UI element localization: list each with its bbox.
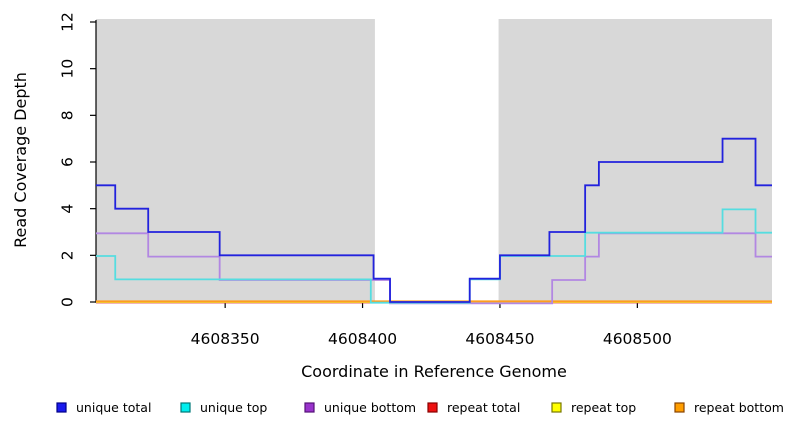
y-tick-label: 10 — [59, 59, 77, 79]
y-axis-title: Read Coverage Depth — [11, 72, 30, 248]
y-tick-label: 2 — [59, 250, 77, 260]
x-tick-label: 4608500 — [603, 330, 672, 348]
legend-label: repeat top — [571, 400, 636, 415]
series-unique-total — [96, 137, 772, 303]
y-tick-label: 8 — [59, 110, 77, 120]
shaded-region — [498, 19, 772, 302]
legend-item-repeat-total: repeat total — [427, 400, 520, 415]
y-axis-ticks: 0 2 4 6 8 10 12 — [59, 12, 96, 307]
legend-swatch — [304, 402, 315, 413]
x-axis-ticks: 4608350 4608400 4608450 4608500 — [191, 302, 672, 348]
legend-swatch — [551, 402, 562, 413]
legend-item-unique-total: unique total — [56, 400, 151, 415]
legend-label: unique total — [76, 400, 151, 415]
legend-label: repeat total — [447, 400, 520, 415]
legend-label: repeat bottom — [694, 400, 784, 415]
legend-swatch — [674, 402, 685, 413]
y-tick-label: 12 — [59, 12, 77, 32]
legend-item-unique-bottom: unique bottom — [304, 400, 416, 415]
legend-swatch — [427, 402, 438, 413]
y-tick-label: 0 — [59, 297, 77, 307]
x-tick-label: 4608450 — [465, 330, 534, 348]
shaded-region — [96, 19, 375, 302]
legend-swatch — [56, 402, 67, 413]
legend-swatch — [180, 402, 191, 413]
x-axis-title: Coordinate in Reference Genome — [301, 362, 567, 381]
shaded-regions — [96, 19, 772, 302]
chart-legend: unique total unique top unique bottom repea… — [56, 400, 784, 415]
legend-label: unique top — [200, 400, 267, 415]
legend-item-repeat-top: repeat top — [551, 400, 636, 415]
x-tick-label: 4608400 — [328, 330, 397, 348]
y-tick-label: 6 — [59, 157, 77, 167]
legend-item-unique-top: unique top — [180, 400, 267, 415]
legend-label: unique bottom — [324, 400, 416, 415]
y-tick-label: 4 — [59, 204, 77, 214]
legend-item-repeat-bottom: repeat bottom — [674, 400, 784, 415]
data-series — [96, 137, 772, 305]
x-tick-label: 4608350 — [191, 330, 260, 348]
